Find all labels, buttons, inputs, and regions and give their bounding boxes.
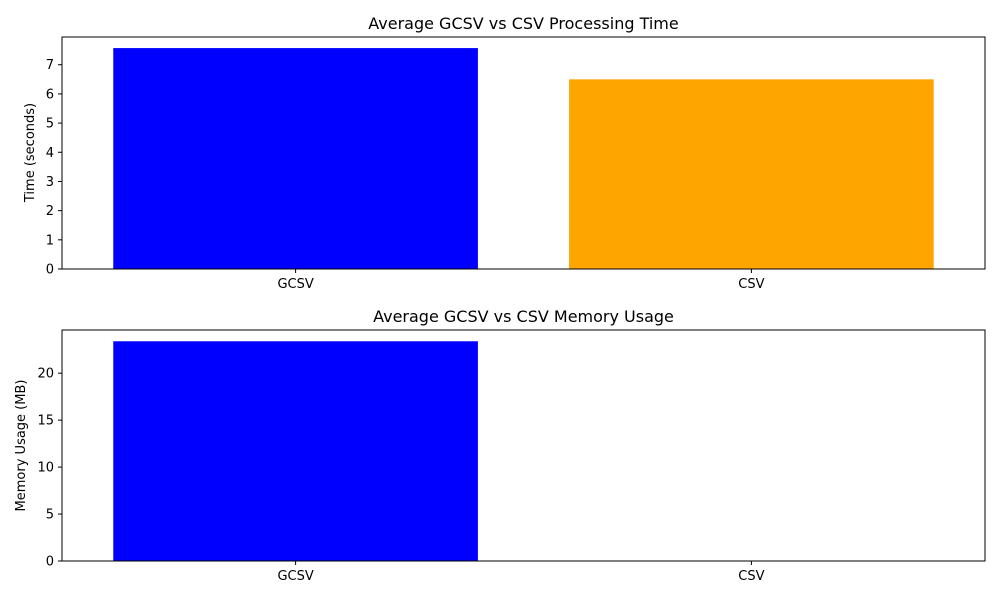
bar-gcsv (113, 341, 478, 561)
x-ticks: GCSV CSV (277, 561, 765, 584)
y-tick-label: 5 (46, 117, 54, 132)
y-tick-label: 0 (46, 263, 54, 278)
memory-usage-chart: Average GCSV vs CSV Memory Usage Memory … (14, 307, 986, 584)
y-tick-label: 20 (37, 367, 54, 382)
y-axis-label: Memory Usage (MB) (14, 380, 29, 512)
y-tick-label: 10 (37, 461, 54, 476)
chart-title: Average GCSV vs CSV Memory Usage (373, 307, 674, 326)
bar-gcsv (113, 48, 478, 269)
chart-title: Average GCSV vs CSV Processing Time (368, 14, 678, 33)
y-tick-label: 5 (46, 508, 54, 523)
y-tick-label: 3 (46, 175, 54, 190)
bars (113, 48, 934, 269)
bar-csv (569, 79, 934, 269)
plot-frame (61, 329, 986, 562)
processing-time-chart: Average GCSV vs CSV Processing Time Time… (23, 14, 986, 292)
y-tick-label: 4 (46, 146, 54, 161)
y-axis-label: Time (seconds) (23, 103, 38, 203)
y-tick-label: 7 (46, 58, 54, 73)
x-tick-label: CSV (738, 277, 764, 292)
y-tick-label: 2 (46, 204, 54, 219)
y-ticks: 0 1 2 3 4 5 6 7 (46, 58, 62, 278)
plot-frame (61, 36, 986, 270)
y-tick-label: 0 (46, 555, 54, 570)
x-tick-label: GCSV (277, 277, 313, 292)
y-ticks: 0 5 10 15 20 (37, 367, 62, 570)
y-tick-label: 15 (37, 414, 54, 429)
bars (113, 341, 478, 561)
x-ticks: GCSV CSV (277, 269, 765, 292)
x-tick-label: CSV (738, 569, 764, 584)
x-tick-label: GCSV (277, 569, 313, 584)
y-tick-label: 1 (46, 233, 54, 248)
y-tick-label: 6 (46, 87, 54, 102)
